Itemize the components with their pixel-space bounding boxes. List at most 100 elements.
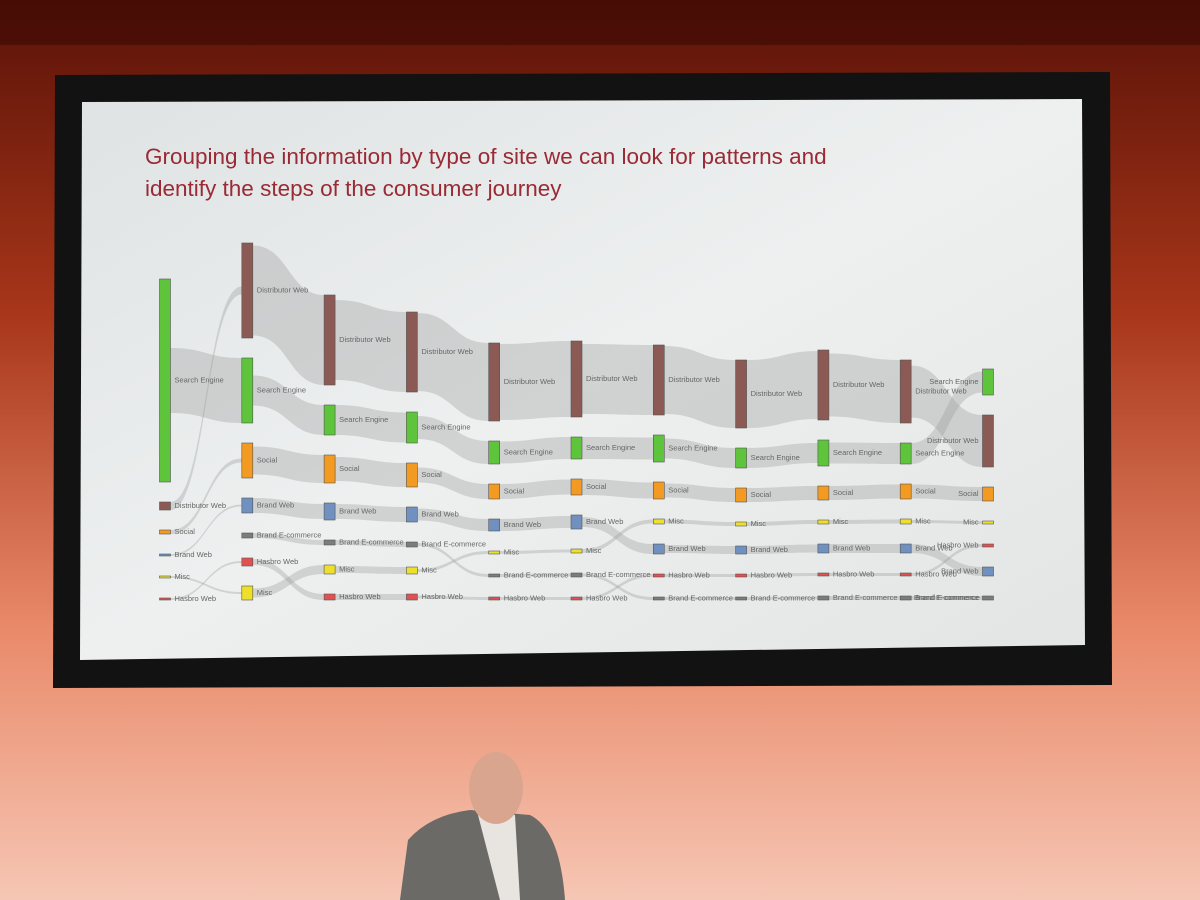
sankey-node <box>899 543 912 554</box>
node-label: Search Engine <box>421 422 470 431</box>
sankey-link <box>170 286 242 510</box>
node-label: Misc <box>586 546 602 555</box>
presenter-shirt <box>478 815 520 900</box>
sankey-node <box>159 553 171 557</box>
node-label: Brand Web <box>668 544 705 553</box>
node-label: Brand Web <box>915 543 952 552</box>
node-label: Social <box>833 488 854 497</box>
node-label: Brand Web <box>175 550 212 559</box>
node-label: Hasbro Web <box>421 592 463 601</box>
node-label: Hasbro Web <box>504 593 546 602</box>
sankey-link <box>335 594 407 600</box>
sankey-node <box>817 349 830 421</box>
sankey-node <box>323 564 336 575</box>
sankey-node <box>241 557 254 567</box>
sankey-link <box>170 561 242 600</box>
sankey-node <box>323 404 336 436</box>
node-label: Search Engine <box>751 453 800 462</box>
sankey-node <box>652 543 665 555</box>
sankey-node <box>817 485 830 501</box>
sankey-node <box>241 442 254 479</box>
sankey-node <box>982 486 994 502</box>
sankey-node <box>159 529 171 535</box>
node-label: Distributor Web <box>504 377 556 386</box>
sankey-link <box>335 566 407 574</box>
sankey-link <box>170 348 242 423</box>
node-label: Distributor Web <box>421 347 473 356</box>
sankey-node <box>323 539 336 546</box>
sankey-node <box>899 595 912 601</box>
sankey-link <box>335 504 407 522</box>
sankey-link <box>252 375 325 435</box>
sankey-link <box>911 544 983 576</box>
sankey-node <box>570 340 583 418</box>
node-label: Brand Web <box>586 517 623 526</box>
sankey-link <box>335 300 407 392</box>
sankey-link <box>582 479 654 499</box>
sankey-node <box>159 278 171 483</box>
node-label: Hasbro Web <box>586 593 628 602</box>
sankey-node <box>323 294 336 386</box>
sankey-node <box>323 593 336 601</box>
sankey-node <box>982 368 994 396</box>
slide-title-line: identify the steps of the consumer journ… <box>145 176 562 201</box>
node-label: Hasbro Web <box>668 570 710 579</box>
sankey-node <box>241 357 254 424</box>
node-label: Social <box>751 490 772 499</box>
node-label: Distributor Web <box>339 335 391 344</box>
sankey-link <box>911 544 983 576</box>
sankey-node <box>899 518 912 525</box>
node-label: Social <box>504 486 525 495</box>
node-label: Distributor Web <box>668 375 720 384</box>
node-label: Misc <box>175 572 191 581</box>
node-label: Brand Web <box>751 545 788 554</box>
sankey-link <box>664 574 736 577</box>
sankey-node <box>241 585 254 601</box>
node-label: Misc <box>963 517 979 526</box>
sankey-node <box>241 497 254 514</box>
sankey-link <box>252 245 325 385</box>
node-label: Brand E-commerce <box>586 570 651 579</box>
sankey-node <box>735 359 747 429</box>
node-label: Hasbro Web <box>751 570 793 579</box>
node-label: Brand E-commerce <box>915 593 980 602</box>
sankey-link <box>335 540 407 547</box>
node-label: Brand Web <box>941 566 978 575</box>
node-label: Brand E-commerce <box>504 570 569 579</box>
sankey-link <box>664 346 736 428</box>
sankey-node <box>652 434 665 463</box>
node-label: Search Engine <box>504 447 553 456</box>
node-label: Social <box>175 527 196 536</box>
sankey-node <box>570 436 583 460</box>
sankey-link <box>417 551 489 572</box>
node-label: Misc <box>421 565 437 574</box>
sankey-link <box>664 519 736 526</box>
node-label: Distributor Web <box>751 389 803 398</box>
node-label: Social <box>421 470 442 479</box>
sankey-link <box>417 508 489 531</box>
sankey-node <box>817 572 830 577</box>
sankey-node <box>899 359 912 424</box>
sankey-node <box>488 342 501 422</box>
sankey-link <box>417 416 489 464</box>
node-label: Social <box>915 486 936 495</box>
sankey-links <box>170 245 983 600</box>
node-label: Misc <box>504 547 520 556</box>
node-label: Hasbro Web <box>257 557 299 566</box>
sankey-link <box>746 520 818 526</box>
sankey-link <box>170 504 242 556</box>
sankey-link <box>582 574 654 600</box>
node-label: Distributor Web <box>586 374 638 383</box>
sankey-node <box>735 447 747 469</box>
sankey-node <box>406 506 418 523</box>
node-label: Distributor Web <box>833 380 885 389</box>
sankey-node <box>241 532 254 539</box>
sankey-node <box>735 596 747 601</box>
sankey-node <box>406 541 418 548</box>
node-label: Distributor Web <box>175 501 227 510</box>
sankey-node <box>241 242 254 339</box>
sankey-node <box>735 487 747 503</box>
node-label: Misc <box>833 517 849 526</box>
sankey-node <box>652 344 665 416</box>
node-label: Brand Web <box>339 506 376 515</box>
